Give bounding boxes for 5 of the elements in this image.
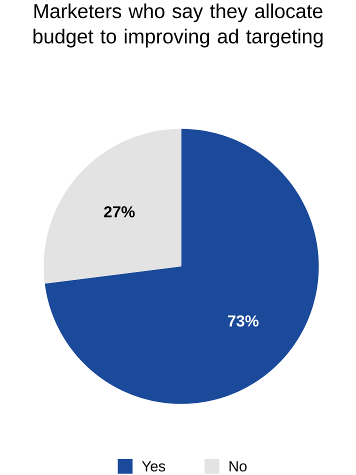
chart-title: Marketers who say they allocate budget to improving ad targeting [33,4,322,48]
data-label: 27% [104,206,135,218]
legend-label: Yes [142,461,166,472]
legend-label: No [229,461,247,472]
data-label: 73% [228,315,258,327]
